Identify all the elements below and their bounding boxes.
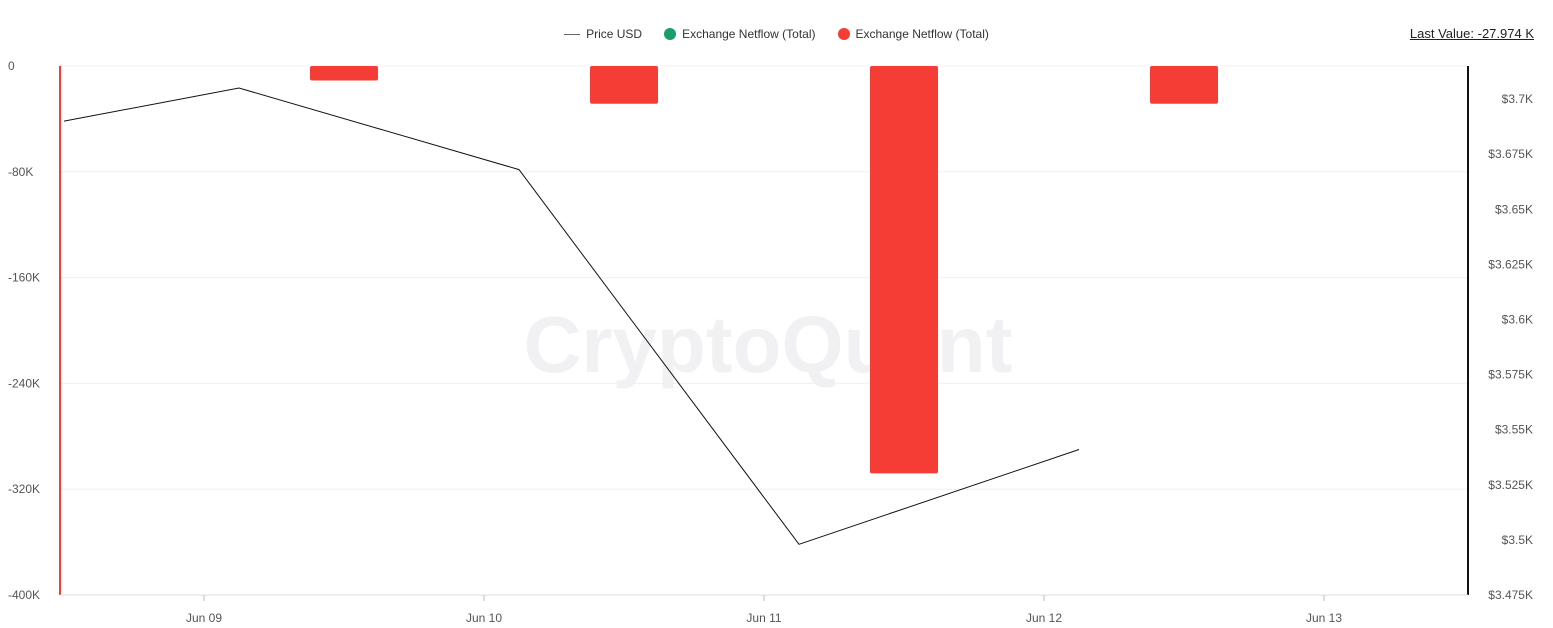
price-line-series (63, 87, 1080, 545)
left-tick-label: -240K (8, 376, 40, 390)
left-tick-label: 0 (8, 59, 15, 73)
right-tick-label: $3.55K (1495, 423, 1533, 437)
bar-series (310, 66, 1218, 474)
chart-legend: Price USD Exchange Netflow (Total) Excha… (0, 26, 1553, 42)
netflow-bar (590, 66, 658, 104)
x-tick-label: Jun 13 (1306, 611, 1342, 625)
right-tick-label: $3.475K (1488, 588, 1533, 602)
right-tick-label: $3.525K (1488, 478, 1533, 492)
right-tick-label: $3.6K (1502, 312, 1533, 326)
x-tick-label: Jun 12 (1026, 611, 1062, 625)
legend-label: Price USD (586, 27, 643, 41)
right-tick-label: $3.675K (1488, 147, 1533, 161)
left-axis-ticks: 0 -80K -160K -240K -320K -400K (8, 59, 40, 602)
netflow-bar (870, 66, 938, 474)
watermark: CryptoQuant (524, 300, 1013, 389)
right-tick-label: $3.65K (1495, 202, 1533, 216)
price-line (63, 87, 1080, 545)
legend-item-netflow-red[interactable]: Exchange Netflow (Total) (837, 27, 989, 41)
right-axis-ticks: $3.7K $3.675K $3.65K $3.625K $3.6K $3.575K $3.… (1488, 92, 1533, 602)
left-tick-label: -80K (8, 165, 33, 179)
legend-line-swatch (564, 33, 581, 35)
x-tick-label: Jun 11 (746, 611, 781, 625)
legend-dot-swatch (664, 28, 677, 40)
last-value-link[interactable]: Last Value: -27.974 K (1409, 26, 1534, 41)
left-tick-label: -160K (8, 271, 40, 285)
netflow-bar (1150, 66, 1218, 104)
left-tick-label: -320K (8, 482, 40, 496)
right-tick-label: $3.625K (1488, 257, 1533, 271)
x-axis-ticks: Jun 09 Jun 10 Jun 11 Jun 12 Jun 13 (186, 595, 1342, 625)
legend-item-price-usd[interactable]: Price USD (564, 27, 642, 41)
legend-dot-swatch (837, 28, 850, 40)
right-tick-label: $3.575K (1488, 368, 1533, 382)
x-tick-label: Jun 10 (466, 611, 502, 625)
x-tick-label: Jun 09 (186, 611, 222, 625)
right-tick-label: $3.5K (1502, 533, 1533, 547)
legend-label: Exchange Netflow (Total) (855, 27, 989, 41)
netflow-bar (310, 66, 378, 81)
legend-label: Exchange Netflow (Total) (682, 27, 816, 41)
legend-item-netflow-green[interactable]: Exchange Netflow (Total) (664, 27, 816, 41)
right-tick-label: $3.7K (1502, 92, 1533, 106)
left-tick-label: -400K (8, 588, 40, 602)
